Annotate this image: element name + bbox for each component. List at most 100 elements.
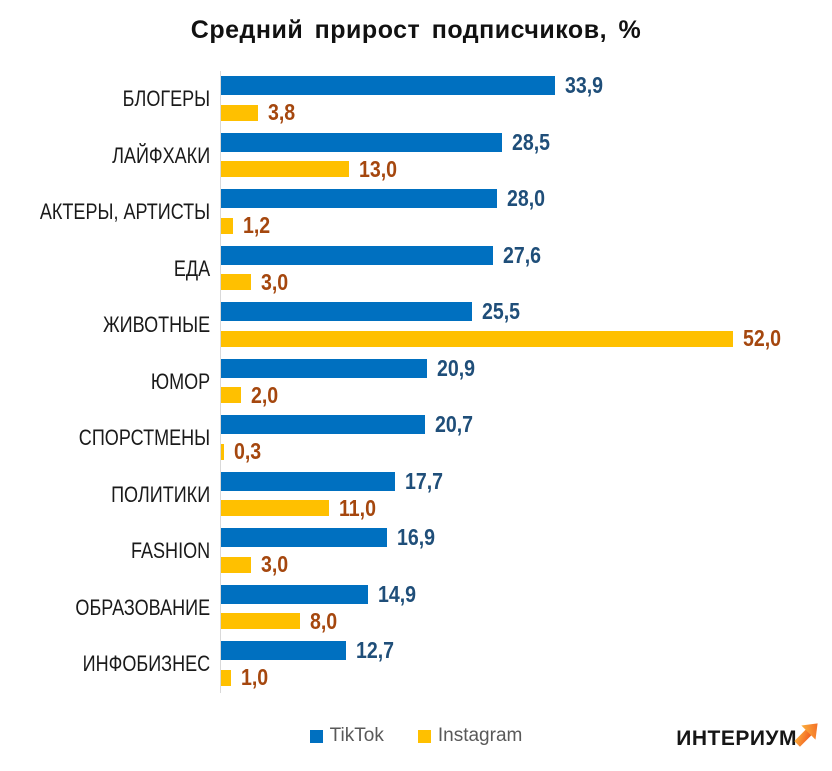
bar-line: 1,2 — [221, 212, 832, 239]
instagram-value-label: 52,0 — [743, 325, 782, 352]
bar-line: 20,9 — [221, 355, 832, 382]
bar-line: 3,8 — [221, 99, 832, 126]
category-label: СПОРСТМЕНЫ — [78, 425, 211, 451]
tiktok-value-label: 16,9 — [397, 524, 436, 551]
category-row: БЛОГЕРЫ 33,9 3,8 — [0, 71, 832, 128]
bars-group: 20,7 0,3 — [220, 410, 832, 467]
tiktok-value-label: 12,7 — [356, 637, 395, 664]
bar-line: 3,0 — [221, 551, 832, 578]
legend-item-instagram: Instagram — [417, 725, 523, 747]
bar-line: 0,3 — [221, 438, 832, 465]
instagram-value-label: 1,0 — [240, 664, 269, 691]
plot-area: БЛОГЕРЫ 33,9 3,8 ЛАЙФХАКИ 28,5 13,0 АКТЕРЫ, АР… — [0, 71, 832, 693]
bars-group: 17,7 11,0 — [220, 466, 832, 523]
tiktok-value-label: 20,7 — [434, 411, 473, 438]
instagram-bar — [221, 443, 224, 460]
instagram-bar — [221, 161, 350, 178]
bar-line: 11,0 — [221, 495, 832, 522]
category-label: ИНФОБИЗНЕС — [82, 651, 211, 677]
category-label: ЖИВОТНЫЕ — [103, 312, 211, 338]
tiktok-value-label: 17,7 — [405, 467, 444, 494]
bar-line: 13,0 — [221, 156, 832, 183]
bar-line: 8,0 — [221, 608, 832, 635]
bar-line: 17,7 — [221, 468, 832, 495]
category-row: ПОЛИТИКИ 17,7 11,0 — [0, 466, 832, 523]
category-row: ЖИВОТНЫЕ 25,5 52,0 — [0, 297, 832, 354]
instagram-value-label: 13,0 — [359, 155, 398, 182]
tiktok-value-label: 14,9 — [377, 580, 416, 607]
bars-group: 33,9 3,8 — [220, 71, 832, 128]
bar-line: 33,9 — [221, 72, 832, 99]
tiktok-bar — [221, 584, 368, 604]
bar-line: 14,9 — [221, 581, 832, 608]
instagram-value-label: 8,0 — [309, 607, 337, 634]
tiktok-value-label: 28,5 — [511, 128, 550, 155]
category-row: ИНФОБИЗНЕС 12,7 1,0 — [0, 636, 832, 693]
tiktok-bar — [221, 471, 396, 491]
legend-item-tiktok: TikTok — [309, 725, 384, 747]
tiktok-bar — [221, 358, 427, 378]
tiktok-bar — [221, 245, 493, 265]
bar-line: 52,0 — [221, 325, 832, 352]
bar-line: 3,0 — [221, 269, 832, 296]
instagram-value-label: 1,2 — [242, 212, 270, 239]
tiktok-value-label: 27,6 — [502, 241, 541, 268]
legend: TikTok Instagram — [0, 725, 832, 747]
category-label: ЮМОР — [150, 368, 211, 394]
tiktok-value-label: 20,9 — [436, 354, 475, 381]
category-row: ОБРАЗОВАНИЕ 14,9 8,0 — [0, 579, 832, 636]
category-row: ЮМОР 20,9 2,0 — [0, 353, 832, 410]
bars-group: 27,6 3,0 — [220, 240, 832, 297]
logo-text: ИНТЕРИУМ — [676, 727, 797, 750]
chart-title: Средний прирост подписчиков, % — [190, 16, 642, 44]
category-label: ЛАЙФХАКИ — [112, 142, 211, 168]
category-row: FASHION 16,9 3,0 — [0, 523, 832, 580]
category-label: БЛОГЕРЫ — [122, 86, 211, 112]
instagram-bar — [221, 274, 251, 291]
legend-label: Instagram — [437, 725, 523, 746]
tiktok-value-label: 33,9 — [564, 72, 603, 99]
tiktok-bar — [221, 189, 497, 209]
instagram-value-label: 11,0 — [339, 494, 377, 521]
instagram-value-label: 3,0 — [260, 268, 288, 295]
instagram-value-label: 3,8 — [268, 99, 296, 126]
bar-line: 28,5 — [221, 129, 832, 156]
bars-group: 12,7 1,0 — [220, 636, 832, 693]
bar-line: 28,0 — [221, 185, 832, 212]
bar-line: 27,6 — [221, 242, 832, 269]
instagram-value-label: 0,3 — [233, 438, 262, 465]
instagram-bar — [221, 500, 330, 517]
legend-label: TikTok — [329, 725, 384, 746]
bar-line: 16,9 — [221, 524, 832, 551]
growth-arrow-icon — [794, 723, 818, 747]
bar-line: 25,5 — [221, 298, 832, 325]
tiktok-bar — [221, 132, 502, 152]
category-row: ЛАЙФХАКИ 28,5 13,0 — [0, 127, 832, 184]
category-label: ПОЛИТИКИ — [111, 481, 211, 507]
instagram-bar — [221, 556, 251, 573]
tiktok-bar — [221, 415, 425, 435]
bars-group: 16,9 3,0 — [220, 523, 832, 580]
tiktok-value-label: 28,0 — [506, 185, 545, 212]
bar-line: 2,0 — [221, 382, 832, 409]
category-row: ЕДА 27,6 3,0 — [0, 240, 832, 297]
instagram-value-label: 2,0 — [250, 381, 278, 408]
category-label: ОБРАЗОВАНИЕ — [75, 594, 211, 620]
category-label: ЕДА — [173, 255, 211, 281]
bar-line: 1,0 — [221, 664, 832, 691]
tiktok-bar — [221, 641, 347, 661]
instagram-bar — [221, 669, 231, 686]
instagram-bar — [221, 217, 233, 234]
instagram-bar — [221, 330, 734, 347]
bar-line: 20,7 — [221, 411, 832, 438]
bars-group: 20,9 2,0 — [220, 353, 832, 410]
tiktok-bar — [221, 528, 388, 548]
category-row: АКТЕРЫ, АРТИСТЫ 28,0 1,2 — [0, 184, 832, 241]
bars-group: 25,5 52,0 — [220, 297, 832, 354]
instagram-swatch-icon — [417, 729, 431, 743]
tiktok-bar — [221, 76, 555, 96]
bars-group: 14,9 8,0 — [220, 579, 832, 636]
instagram-bar — [221, 387, 241, 404]
instagram-bar — [221, 104, 259, 121]
